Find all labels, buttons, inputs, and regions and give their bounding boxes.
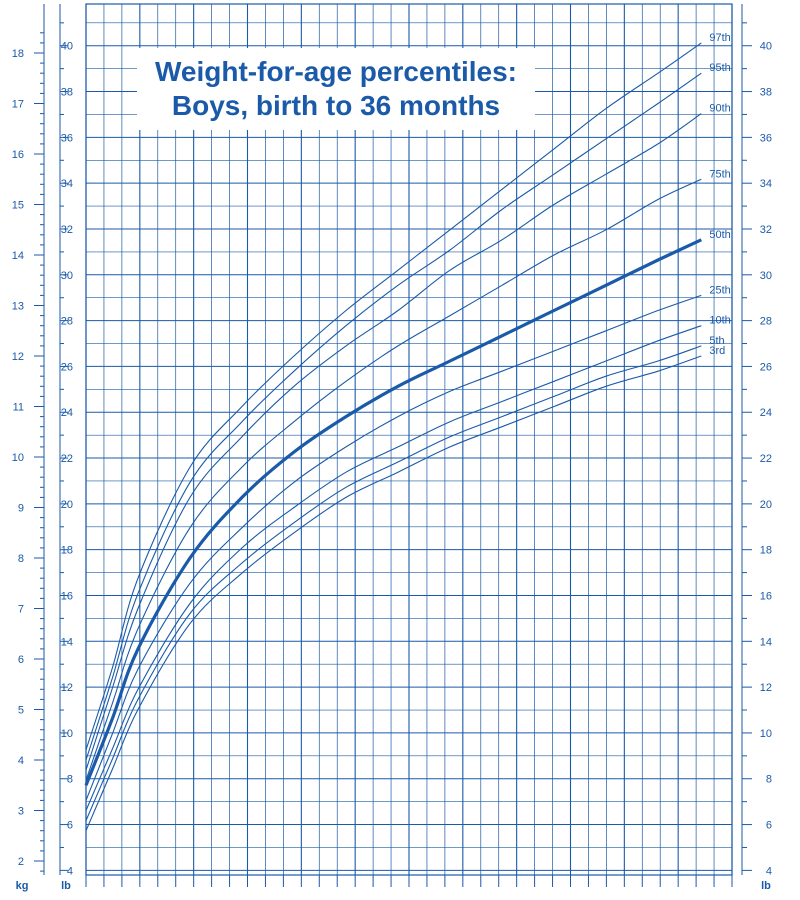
lb-tick-label-right: 38 — [760, 87, 772, 99]
lb-tick-label-left: 6 — [67, 820, 73, 832]
kg-tick-label: 18 — [12, 48, 24, 60]
percentile-label-50th: 50th — [709, 229, 730, 241]
percentile-label-95th: 95th — [709, 62, 730, 74]
lb-unit-label-right: lb — [761, 880, 771, 892]
lb-tick-label-left: 12 — [61, 682, 73, 694]
lb-tick-label-right: 12 — [760, 682, 772, 694]
lb-unit-label-left: lb — [61, 880, 71, 892]
percentile-label-97th: 97th — [709, 32, 730, 44]
lb-tick-label-left: 38 — [61, 87, 73, 99]
lb-tick-label-left: 30 — [61, 270, 73, 282]
percentile-line-3rd — [85, 355, 702, 831]
percentile-line-5th — [85, 345, 702, 821]
kg-tick-label: 16 — [12, 149, 24, 161]
lb-tick-label-left: 20 — [61, 499, 73, 511]
lb-tick-label-left: 4 — [67, 865, 73, 877]
kg-tick-label: 15 — [12, 200, 24, 212]
lb-tick-label-right: 10 — [760, 728, 772, 740]
lb-tick-label-right: 20 — [760, 499, 772, 511]
percentile-lines — [84, 42, 702, 831]
chart-axes: 2345678910111213141516171846810121416182… — [12, 4, 772, 892]
kg-tick-label: 5 — [18, 705, 24, 717]
lb-tick-label-left: 10 — [61, 728, 73, 740]
lb-tick-label-right: 30 — [760, 270, 772, 282]
lb-tick-label-right: 40 — [760, 41, 772, 53]
lb-tick-label-right: 6 — [766, 820, 772, 832]
lb-tick-label-left: 16 — [61, 590, 73, 602]
percentile-label-25th: 25th — [709, 284, 730, 296]
kg-tick-label: 3 — [18, 806, 24, 818]
lb-tick-label-right: 18 — [760, 545, 772, 557]
lb-tick-label-left: 40 — [61, 41, 73, 53]
chart-title-box: Weight-for-age percentiles: Boys, birth … — [137, 48, 535, 130]
kg-tick-label: 10 — [12, 452, 24, 464]
lb-tick-label-right: 4 — [766, 865, 772, 877]
lb-tick-label-left: 32 — [61, 224, 73, 236]
lb-tick-label-left: 18 — [61, 545, 73, 557]
lb-tick-label-left: 28 — [61, 316, 73, 328]
kg-tick-label: 12 — [12, 351, 24, 363]
lb-tick-label-right: 16 — [760, 590, 772, 602]
lb-tick-label-left: 22 — [61, 453, 73, 465]
chart-title: Weight-for-age percentiles: — [155, 56, 517, 87]
kg-tick-label: 14 — [12, 250, 24, 262]
percentile-line-50th — [84, 238, 702, 786]
kg-unit-label: kg — [16, 880, 29, 892]
lb-tick-label-left: 36 — [61, 132, 73, 144]
kg-tick-label: 6 — [18, 654, 24, 666]
lb-tick-label-right: 28 — [760, 316, 772, 328]
percentile-label-90th: 90th — [709, 103, 730, 115]
lb-tick-label-right: 22 — [760, 453, 772, 465]
percentile-line-10th — [85, 325, 702, 811]
lb-tick-label-right: 8 — [766, 774, 772, 786]
kg-tick-label: 7 — [18, 604, 24, 616]
lb-tick-label-left: 8 — [67, 774, 73, 786]
kg-tick-label: 17 — [12, 99, 24, 111]
percentile-line-75th — [85, 178, 702, 781]
kg-tick-label: 13 — [12, 301, 24, 313]
kg-tick-label: 9 — [18, 503, 24, 515]
lb-tick-label-left: 26 — [61, 361, 73, 373]
kg-tick-label: 4 — [18, 755, 24, 767]
percentile-label-5th: 5th — [709, 335, 724, 347]
percentile-line-97th — [85, 42, 702, 751]
chart-subtitle: Boys, birth to 36 months — [171, 90, 501, 121]
lb-tick-label-right: 14 — [760, 636, 772, 648]
kg-tick-label: 11 — [13, 402, 24, 414]
lb-tick-label-left: 34 — [61, 178, 73, 190]
kg-tick-label: 2 — [18, 856, 24, 868]
lb-tick-label-right: 34 — [760, 178, 772, 190]
percentile-line-90th — [85, 113, 702, 771]
lb-tick-label-left: 24 — [61, 407, 73, 419]
percentile-label-10th: 10th — [709, 315, 730, 327]
lb-tick-label-right: 36 — [760, 132, 772, 144]
percentile-label-75th: 75th — [709, 168, 730, 180]
lb-tick-label-left: 14 — [61, 636, 73, 648]
lb-tick-label-right: 24 — [760, 407, 772, 419]
lb-tick-label-right: 32 — [760, 224, 772, 236]
kg-tick-label: 8 — [18, 553, 24, 565]
lb-tick-label-right: 26 — [760, 361, 772, 373]
percentile-line-95th — [85, 72, 702, 761]
percentile-line-25th — [85, 294, 702, 801]
percentile-label-3rd: 3rd — [709, 345, 725, 357]
